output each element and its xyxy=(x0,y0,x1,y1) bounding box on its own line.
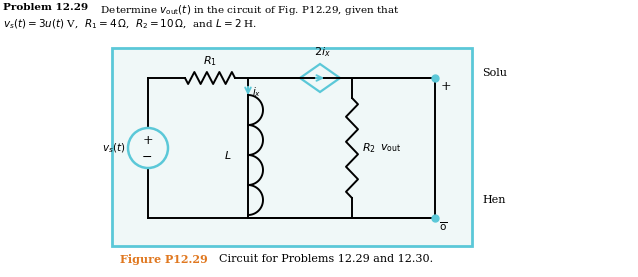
Text: Solu: Solu xyxy=(482,68,507,78)
Text: $L$: $L$ xyxy=(225,149,232,161)
Text: $R_2$: $R_2$ xyxy=(362,141,376,155)
Bar xyxy=(112,48,472,246)
Text: $\overline{\rm o}$: $\overline{\rm o}$ xyxy=(439,220,447,233)
Text: Determine $v_{\rm out}(t)$ in the circuit of Fig. P12.29, given that: Determine $v_{\rm out}(t)$ in the circui… xyxy=(94,3,399,17)
Text: Problem 12.29: Problem 12.29 xyxy=(3,3,88,12)
Text: Circuit for Problems 12.29 and 12.30.: Circuit for Problems 12.29 and 12.30. xyxy=(212,254,433,264)
Text: $v_s(t)$: $v_s(t)$ xyxy=(101,141,125,155)
Text: Hen: Hen xyxy=(482,195,505,205)
Text: $v_s(t) = 3u(t)$ V,  $R_1 = 4\,\Omega$,  $R_2 = 10\,\Omega$,  and $L = 2$ H.: $v_s(t) = 3u(t)$ V, $R_1 = 4\,\Omega$, $… xyxy=(3,17,257,30)
Text: $v_{\rm out}$: $v_{\rm out}$ xyxy=(380,142,401,154)
Text: +: + xyxy=(143,135,153,147)
Text: $R_1$: $R_1$ xyxy=(203,54,217,68)
Text: $2i_x$: $2i_x$ xyxy=(314,45,330,59)
Text: +: + xyxy=(441,80,452,93)
Text: Figure P12.29: Figure P12.29 xyxy=(120,254,208,265)
Text: $i_x$: $i_x$ xyxy=(252,85,261,99)
Text: −: − xyxy=(142,150,152,163)
